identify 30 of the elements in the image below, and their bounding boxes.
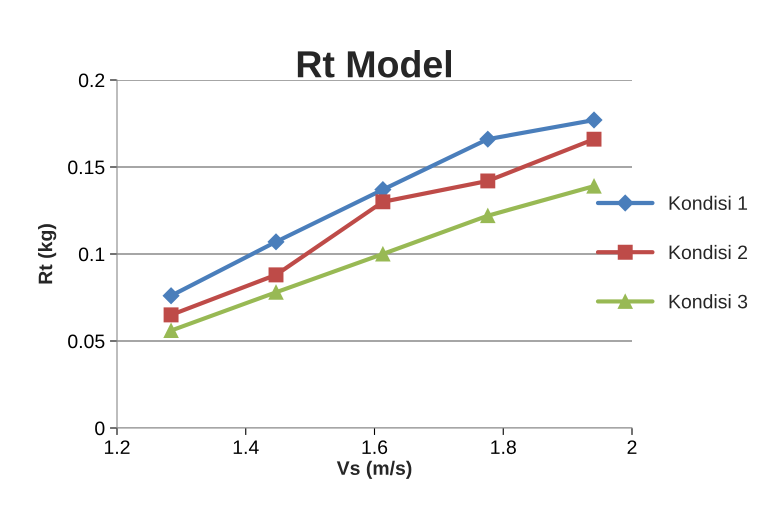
point [586,112,602,128]
y-tick-label: 0.1 [78,247,104,262]
point [268,267,284,282]
x-tick-label: 1.2 [104,440,130,454]
y-tick-label: 0 [95,421,104,436]
x-tick-label: 1.4 [234,440,259,454]
legend-label: Kondisi 3 [670,294,748,308]
point [480,173,496,188]
point [375,246,390,262]
y-tick-label: 0.2 [78,73,104,88]
x-tick-label: 2 [628,440,636,454]
point [480,208,496,224]
point [586,132,602,147]
y-tick-label: 0.05 [68,334,104,348]
y-axis-title: Rt (kg) [38,224,56,284]
point [162,287,180,304]
point [479,130,496,148]
point [268,284,284,300]
x-tick-label: 1.8 [491,440,516,454]
x-tick-label: 1.6 [362,440,388,454]
point [586,178,602,194]
x-axis-title: Vs (m/s) [336,460,412,479]
legend-label: Kondisi 1 [670,196,748,210]
legend-label: Kondisi 2 [670,244,748,260]
point [164,323,179,338]
y-tick-label: 0.15 [68,160,104,174]
chart-title: Rt Model [298,50,452,78]
point [375,194,390,210]
point [164,307,179,322]
point [268,233,284,250]
